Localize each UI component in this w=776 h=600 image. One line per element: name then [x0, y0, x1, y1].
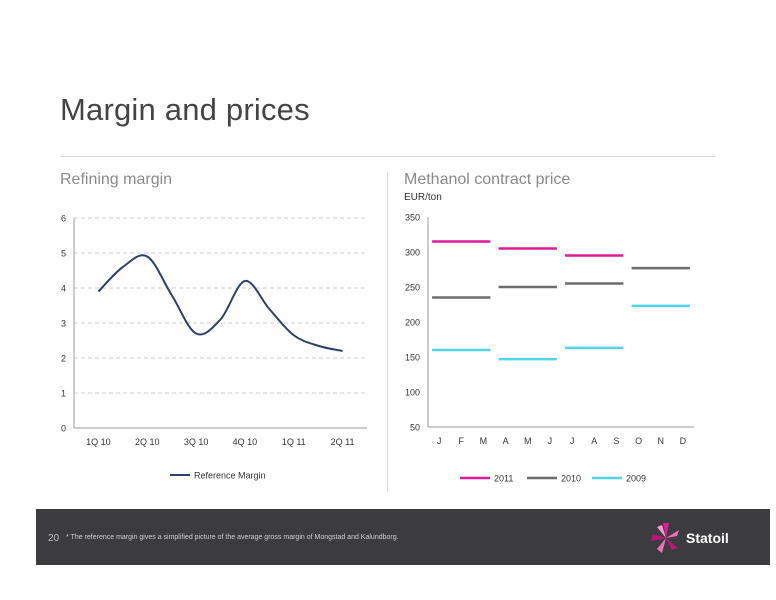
methanol-x-tick-label: M [524, 436, 532, 446]
methanol-y-tick-label: 50 [410, 423, 420, 433]
refining-chart-title: Refining margin [60, 171, 173, 188]
methanol-y-tick-label: 100 [405, 388, 420, 398]
methanol-y-tick-label: 200 [405, 318, 420, 328]
reference-margin-line [97, 254, 343, 352]
methanol-x-tick-label: A [591, 436, 597, 446]
methanol-y-tick-label: 150 [405, 353, 420, 363]
methanol-x-tick-label: S [613, 436, 619, 446]
methanol-legend-label: 2010 [561, 474, 581, 484]
methanol-x-tick-label: M [480, 436, 488, 446]
refining-x-tick-label: 1Q 10 [86, 437, 111, 447]
refining-x-tick-label: 4Q 10 [233, 437, 258, 447]
methanol-x-tick-label: J [570, 436, 575, 446]
methanol-x-tick-label: A [503, 436, 509, 446]
methanol-x-tick-label: D [680, 436, 687, 446]
methanol-x-tick-label: J [548, 436, 553, 446]
methanol-y-tick-label: 250 [405, 283, 420, 293]
page-title: Margin and prices [60, 92, 310, 127]
refining-y-tick-label: 4 [61, 284, 66, 294]
methanol-y-unit: EUR/ton [404, 192, 442, 203]
refining-y-tick-label: 1 [61, 389, 66, 399]
refining-x-tick-label: 1Q 11 [282, 437, 306, 447]
methanol-x-tick-label: F [459, 436, 465, 446]
methanol-x-tick-label: N [658, 436, 665, 446]
statoil-wordmark: Statoil [686, 530, 729, 546]
statoil-star-icon [651, 523, 679, 553]
refining-x-tick-label: 2Q 10 [135, 437, 160, 447]
refining-y-tick-label: 3 [61, 319, 66, 329]
footnote: * The reference margin gives a simplifie… [66, 534, 399, 541]
statoil-logo: Statoil [648, 521, 748, 555]
refining-y-tick-label: 5 [61, 249, 66, 259]
refining-y-tick-label: 6 [61, 214, 66, 224]
refining-x-tick-label: 2Q 11 [331, 437, 355, 447]
panel-divider [387, 172, 388, 492]
footer-bar: 20 * The reference margin gives a simpli… [36, 509, 770, 565]
refining-x-tick-label: 3Q 10 [184, 437, 209, 447]
methanol-chart-title: Methanol contract price [404, 171, 571, 188]
methanol-x-tick-label: J [437, 436, 442, 446]
methanol-legend-label: 2009 [626, 474, 646, 484]
title-divider [60, 156, 716, 157]
methanol-x-tick-label: O [635, 436, 642, 446]
refining-y-tick-label: 0 [61, 424, 66, 434]
methanol-legend-label: 2011 [494, 474, 513, 484]
refining-y-tick-label: 2 [61, 354, 66, 364]
methanol-y-tick-label: 350 [405, 213, 420, 223]
methanol-y-tick-label: 300 [405, 248, 420, 258]
refining-legend-label: Reference Margin [194, 471, 266, 481]
page-number: 20 [48, 533, 60, 544]
